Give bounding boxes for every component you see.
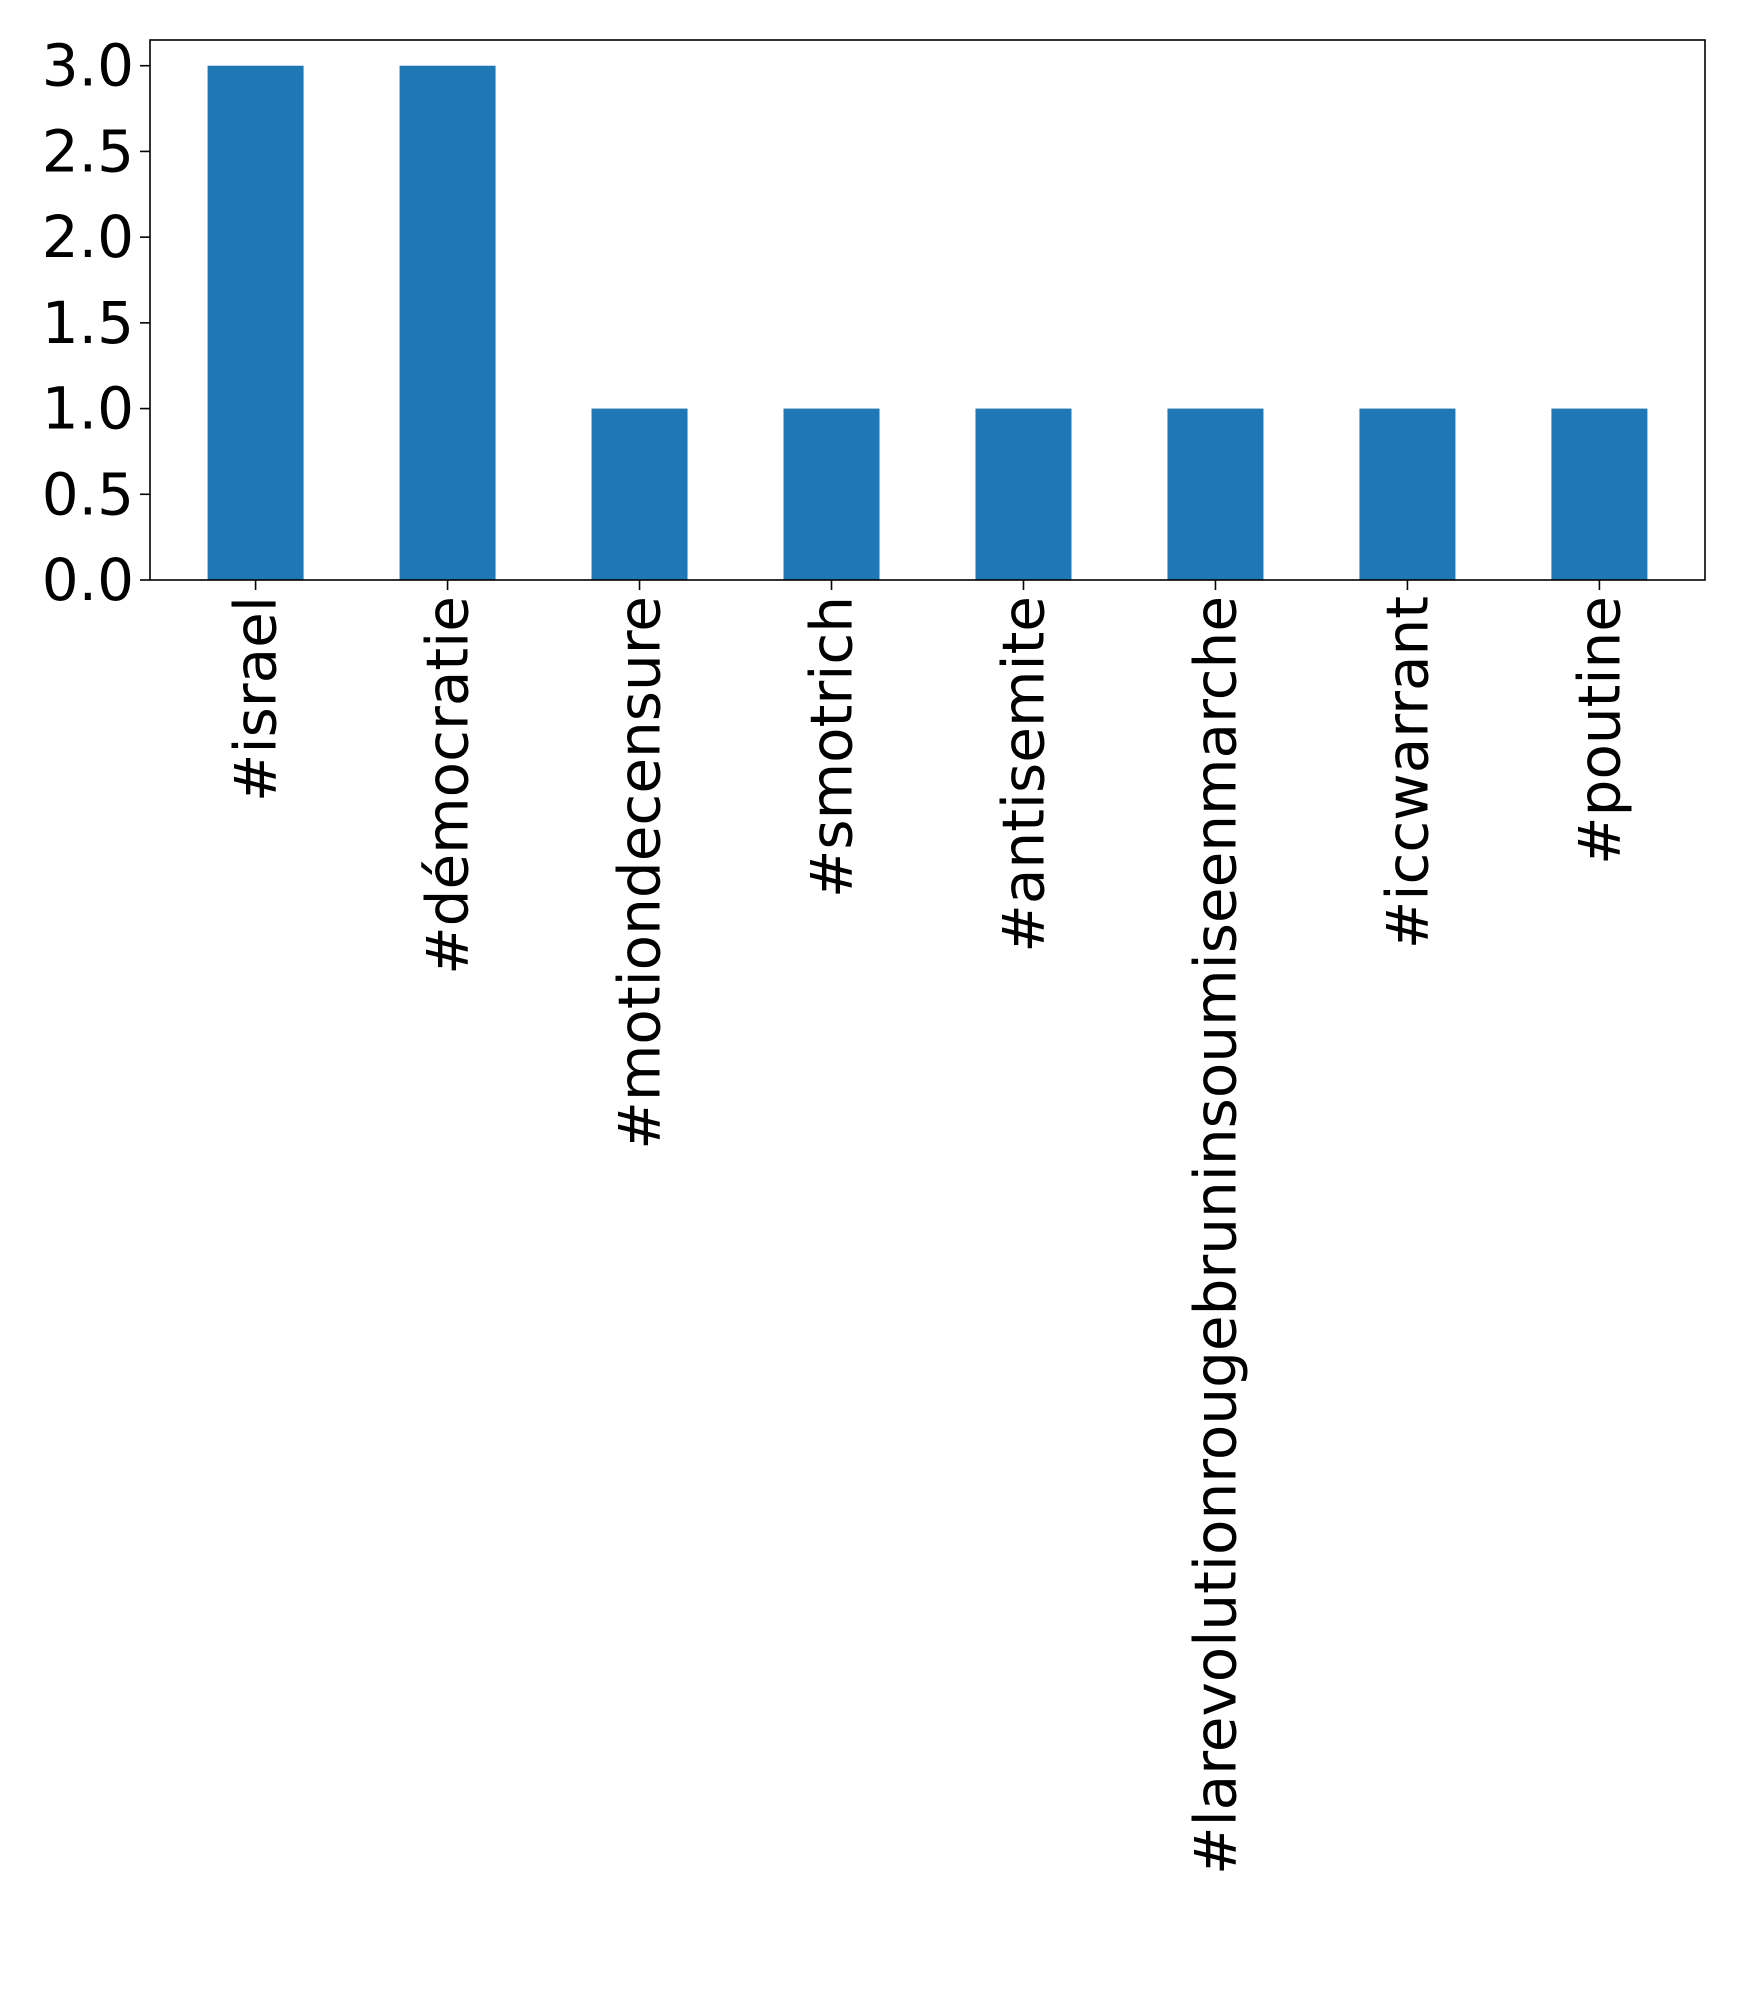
bar xyxy=(1167,408,1264,580)
x-tick-label: #démocratie xyxy=(414,596,482,975)
bar xyxy=(975,408,1072,580)
x-tick-label: #motiondecensure xyxy=(606,596,674,1150)
x-tick-label: #smotrich xyxy=(798,596,866,898)
y-tick-label: 2.0 xyxy=(42,203,134,271)
y-tick-label: 1.5 xyxy=(42,289,134,357)
x-tick-label: #antisemite xyxy=(989,596,1057,953)
y-axis: 0.0 0.5 1.0 1.5 2.0 2.5 3.0 xyxy=(42,32,150,614)
bar xyxy=(399,65,496,580)
bar xyxy=(783,408,880,580)
x-tick-label: #larevolutionrougebruninsoumiseenmarche xyxy=(1181,596,1249,1875)
plot-frame xyxy=(149,39,1706,581)
x-tick-label: #poutine xyxy=(1565,596,1633,865)
x-axis: #israel #démocratie #motiondecensure #smotr… xyxy=(222,580,1633,1875)
bar xyxy=(1551,408,1648,580)
y-tick-label: 0.5 xyxy=(42,460,134,528)
y-tick-label: 3.0 xyxy=(42,32,134,100)
bar xyxy=(1359,408,1456,580)
y-tick-label: 1.0 xyxy=(42,375,134,443)
x-tick-label: #israel xyxy=(222,596,290,802)
x-tick-label: #iccwarrant xyxy=(1373,596,1441,949)
bars xyxy=(207,65,1648,580)
bar xyxy=(207,65,304,580)
y-tick-label: 2.5 xyxy=(42,117,134,185)
y-tick-label: 0.0 xyxy=(42,546,134,614)
bar xyxy=(591,408,688,580)
